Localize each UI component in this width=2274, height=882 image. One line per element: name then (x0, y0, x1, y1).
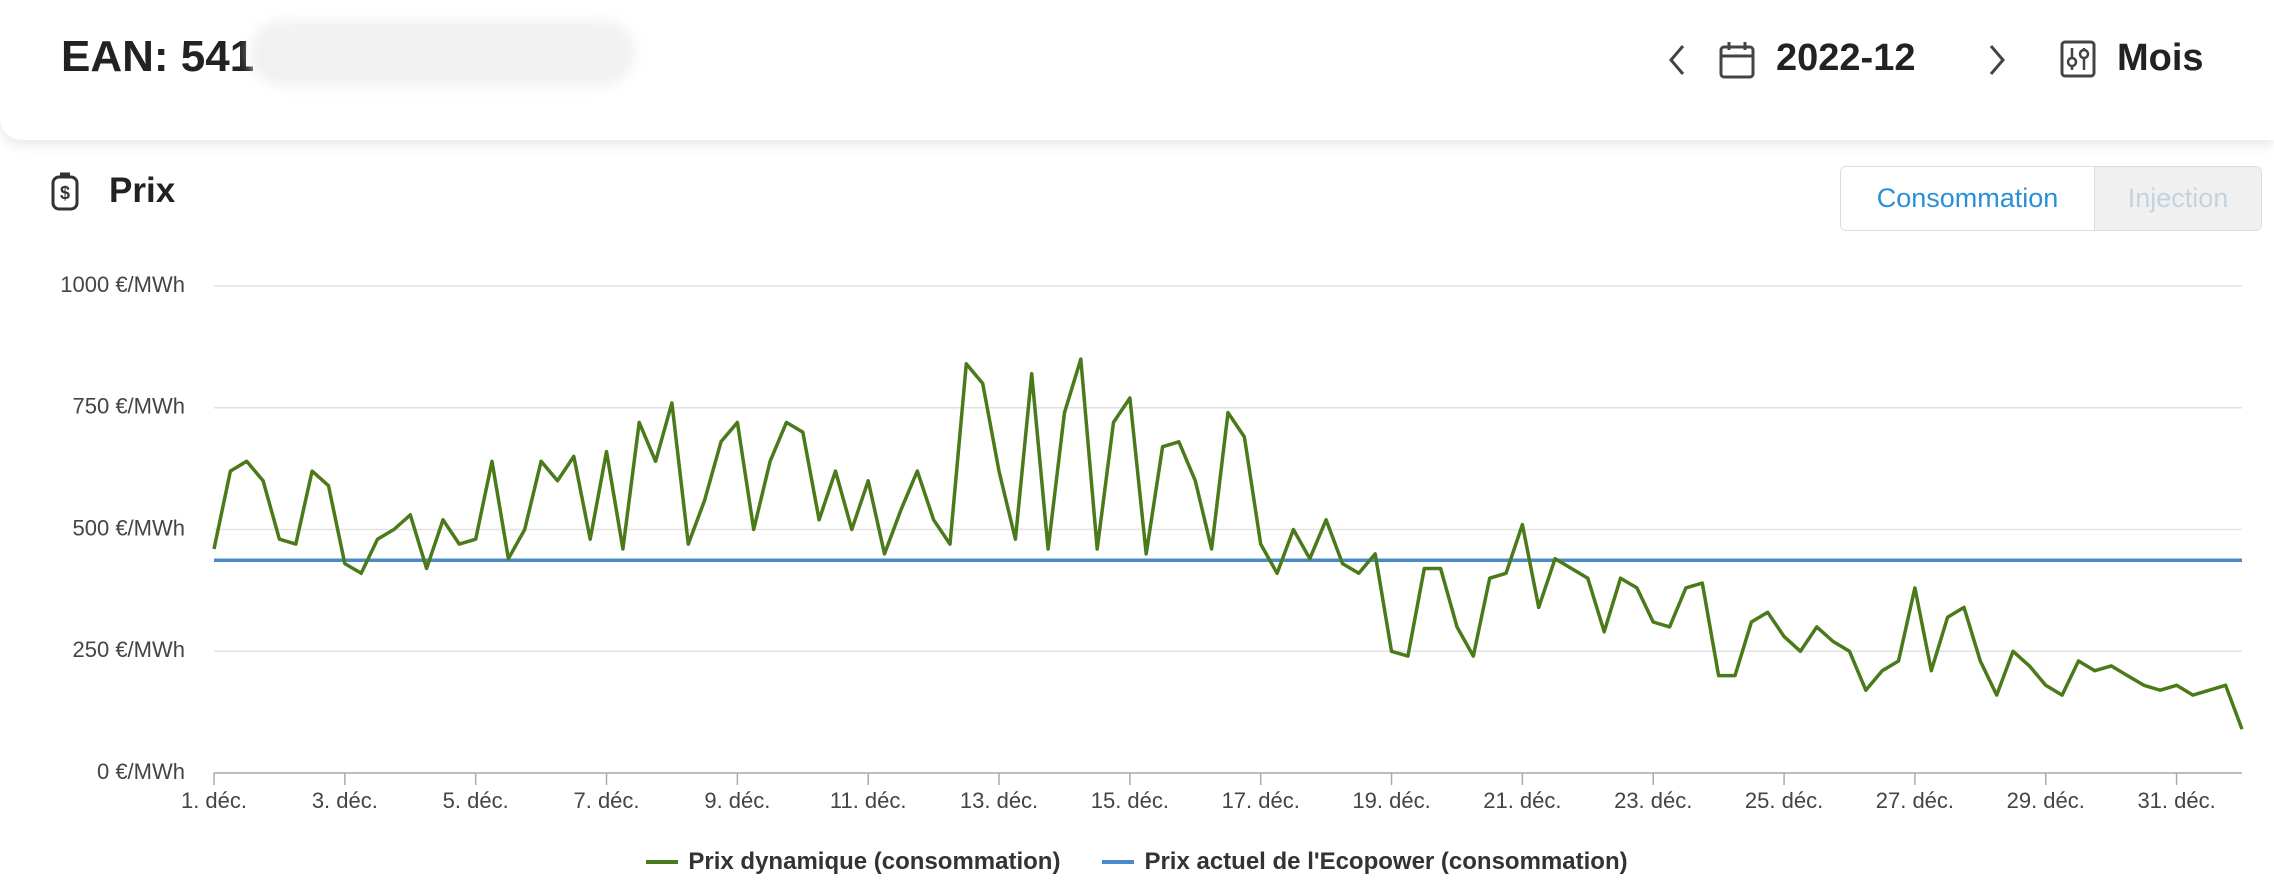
x-tick-label: 21. déc. (1483, 788, 1561, 813)
tab[interactable]: Injection (2094, 167, 2261, 230)
x-tick-label: 15. déc. (1091, 788, 1169, 813)
x-tick-label: 17. déc. (1222, 788, 1300, 813)
tabs: Consommation Injection (1840, 166, 2262, 231)
x-tick-label: 23. déc. (1614, 788, 1692, 813)
redaction (250, 20, 635, 86)
x-tick-label: 9. déc. (704, 788, 770, 813)
calendar-icon[interactable] (1718, 40, 1756, 80)
y-tick-label: 250 €/MWh (73, 637, 186, 662)
header: EAN: 541 2022-12 Mois (0, 0, 2274, 140)
legend: Prix dynamique (consommation) Prix actuel… (0, 848, 2274, 876)
series-line (212, 357, 2244, 730)
next-button[interactable] (1983, 42, 2011, 78)
y-tick-label: 750 €/MWh (73, 394, 186, 419)
x-tick-label: 5. déc. (443, 788, 509, 813)
legend-item[interactable]: Prix dynamique (consommation) (646, 848, 1060, 876)
tab[interactable]: Consommation (1841, 167, 2094, 230)
view-mode[interactable]: Mois (2117, 37, 2204, 79)
svg-text:$: $ (60, 183, 70, 203)
y-tick-label: 500 €/MWh (73, 515, 186, 540)
legend-swatch (1102, 860, 1135, 864)
legend-label: Prix dynamique (consommation) (688, 848, 1061, 875)
x-tick-label: 3. déc. (312, 788, 378, 813)
ean: EAN: 541 (61, 32, 255, 81)
section-title: Prix (109, 171, 176, 210)
period[interactable]: 2022-12 (1776, 37, 1916, 79)
prev-button[interactable] (1663, 42, 1691, 78)
x-tick-label: 31. déc. (2137, 788, 2215, 813)
x-tick-label: 13. déc. (960, 788, 1038, 813)
x-tick-label: 29. déc. (2007, 788, 2085, 813)
x-tick-label: 25. déc. (1745, 788, 1823, 813)
x-tick-label: 27. déc. (1876, 788, 1954, 813)
x-tick-label: 7. déc. (573, 788, 639, 813)
y-tick-label: 1000 €/MWh (60, 272, 185, 297)
legend-label: Prix actuel de l'Ecopower (consommation) (1144, 848, 1628, 875)
y-tick-label: 0 €/MWh (97, 759, 185, 784)
x-tick-label: 11. déc. (830, 788, 907, 813)
settings-icon[interactable] (2060, 40, 2096, 78)
x-tick-label: 19. déc. (1352, 788, 1430, 813)
legend-item[interactable]: Prix actuel de l'Ecopower (consommation) (1102, 848, 1628, 876)
legend-swatch (646, 860, 679, 864)
price-icon: $ (51, 172, 79, 211)
x-tick-label: 1. déc. (181, 788, 247, 813)
chart: 0 €/MWh 250 €/MWh 500 €/MWh 750 €/MWh 1000 €… (60, 272, 2244, 813)
